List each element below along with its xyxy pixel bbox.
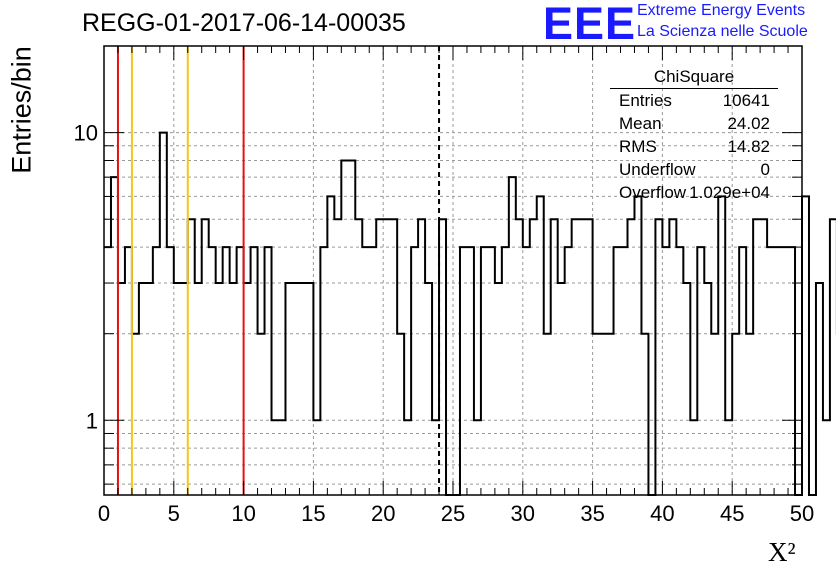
stats-label: Overflow [619, 183, 687, 202]
stats-value: 24.02 [727, 114, 770, 133]
x-tick-label: 25 [441, 501, 465, 526]
x-tick-label: 45 [720, 501, 744, 526]
x-tick-label: 40 [650, 501, 674, 526]
marker-lines [116, 46, 441, 495]
stats-label: Underflow [619, 160, 696, 179]
stats-box: ChiSquare Entries 10641 Mean 24.02 RMS 1… [610, 67, 778, 206]
stats-row-entries: Entries 10641 [610, 91, 778, 114]
x-tick-label: 50 [790, 501, 814, 526]
x-tick-label: 0 [98, 501, 110, 526]
stats-value: 10641 [722, 91, 770, 110]
stats-title: ChiSquare [610, 67, 778, 89]
stats-label: RMS [619, 137, 657, 156]
chart-title: REGG-01-2017-06-14-00035 [82, 9, 406, 37]
axis-ticks: 0 5 10 15 20 25 30 35 40 45 50 1 10 [74, 46, 814, 526]
eee-logo: EEE [543, 0, 637, 49]
x-tick-label: 5 [168, 501, 180, 526]
org-name: Extreme Energy Events [637, 2, 806, 19]
x-tick-label: 35 [580, 501, 604, 526]
org-subtitle: La Scienza nelle Scuole [637, 23, 808, 40]
x-tick-label: 20 [371, 501, 395, 526]
stats-row-mean: Mean 24.02 [610, 114, 778, 137]
stats-label: Mean [619, 114, 662, 133]
grid [104, 46, 802, 495]
stats-row-underflow: Underflow 0 [610, 160, 778, 183]
y-tick-label: 1 [86, 408, 98, 433]
histogram-series [104, 131, 836, 496]
x-tick-label: 15 [301, 501, 325, 526]
x-tick-label: 30 [511, 501, 535, 526]
stats-label: Entries [619, 91, 672, 110]
y-axis-label: Entries/bin [6, 46, 37, 174]
y-tick-label: 10 [74, 121, 98, 146]
stats-value: 14.82 [727, 137, 770, 156]
stats-row-overflow: Overflow 1.029e+04 [610, 183, 778, 206]
histogram-steps [104, 131, 836, 496]
x-tick-label: 10 [231, 501, 255, 526]
stats-value: 1.029e+04 [689, 183, 770, 202]
stats-row-rms: RMS 14.82 [610, 137, 778, 160]
x-axis-label: X² [768, 537, 796, 567]
stats-value: 0 [760, 160, 770, 179]
